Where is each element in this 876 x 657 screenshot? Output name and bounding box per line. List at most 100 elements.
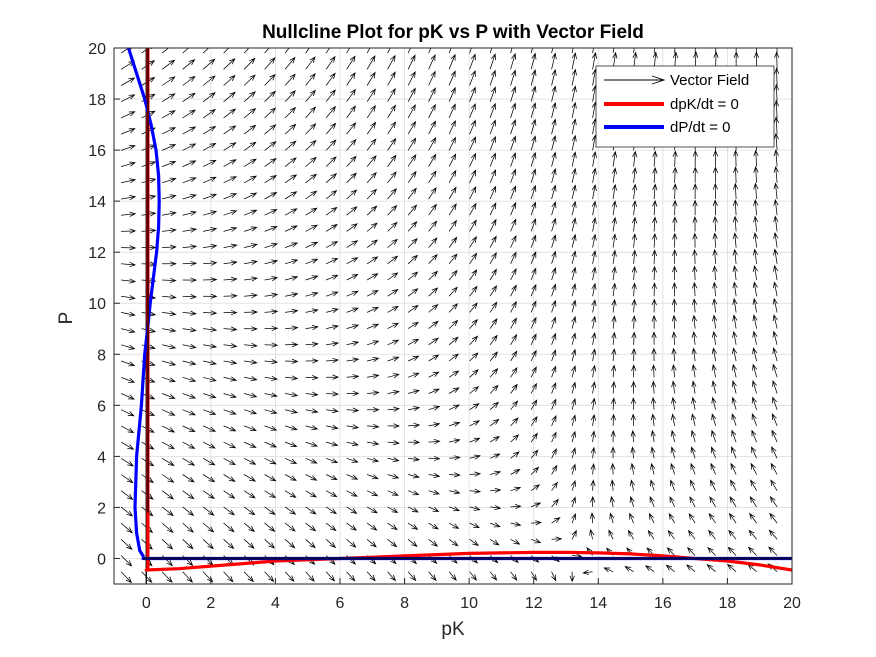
vector-arrow — [551, 217, 557, 232]
vector-arrow — [407, 490, 420, 496]
dp-nullcline-line — [126, 48, 161, 558]
vector-arrow — [650, 462, 656, 475]
vector-arrow — [591, 151, 597, 167]
vector-arrow — [711, 347, 717, 362]
vector-arrow — [571, 496, 576, 508]
vector-field — [120, 48, 780, 584]
vector-arrow — [530, 466, 540, 475]
vector-arrow — [244, 326, 258, 332]
vector-arrow — [182, 376, 197, 383]
vector-arrow — [428, 472, 441, 478]
vector-arrow — [690, 446, 696, 459]
vector-arrow — [366, 490, 379, 497]
vector-arrow — [707, 546, 716, 556]
vector-arrow — [120, 474, 134, 484]
vector-arrow — [449, 438, 461, 444]
vector-arrow — [530, 85, 537, 102]
vector-arrow — [489, 119, 496, 135]
vector-arrow — [710, 479, 716, 491]
vector-arrow — [325, 173, 338, 184]
vector-arrow — [631, 282, 637, 297]
vector-arrow — [387, 406, 401, 412]
vector-arrow — [428, 304, 439, 313]
vector-arrow — [769, 512, 778, 524]
vector-arrow — [469, 236, 477, 248]
vector-arrow — [551, 431, 557, 443]
vector-arrow — [182, 409, 196, 416]
vector-arrow — [691, 380, 697, 394]
vector-arrow — [469, 48, 472, 54]
vector-arrow — [753, 215, 759, 232]
vector-arrow — [551, 250, 557, 264]
vector-arrow — [489, 268, 497, 281]
vector-arrow — [387, 423, 401, 429]
vector-arrow — [284, 208, 298, 216]
vector-arrow — [346, 55, 356, 70]
vector-arrow — [672, 265, 678, 281]
vector-arrow — [428, 371, 440, 378]
vector-arrow — [571, 414, 577, 426]
vector-arrow — [120, 522, 133, 534]
vector-arrow — [305, 522, 317, 532]
vector-arrow — [264, 425, 278, 431]
vector-arrow — [732, 314, 738, 329]
vector-arrow — [408, 406, 421, 412]
vector-arrow — [162, 277, 177, 283]
vector-arrow — [530, 102, 537, 119]
vector-arrow — [346, 340, 360, 346]
vector-arrow — [325, 105, 337, 119]
vector-arrow — [346, 390, 360, 397]
vector-arrow — [510, 538, 521, 545]
vector-arrow — [692, 199, 698, 216]
vector-arrow — [162, 294, 177, 300]
vector-arrow — [651, 232, 658, 248]
vector-arrow — [772, 380, 778, 394]
vector-arrow — [182, 490, 195, 500]
vector-arrow — [448, 186, 457, 200]
vector-arrow — [631, 380, 637, 394]
vector-arrow — [632, 183, 638, 200]
vector-arrow — [428, 337, 440, 346]
vector-arrow — [469, 522, 481, 529]
vector-arrow — [551, 201, 557, 216]
vector-arrow — [589, 512, 595, 524]
vector-arrow — [264, 342, 279, 348]
vector-arrow — [773, 149, 779, 167]
vector-arrow — [243, 226, 258, 232]
vector-arrow — [711, 396, 717, 410]
vector-arrow — [366, 506, 378, 514]
vector-arrow — [305, 156, 317, 167]
vector-arrow — [305, 358, 319, 364]
vector-arrow — [687, 529, 696, 540]
vector-arrow — [325, 223, 338, 232]
vector-arrow — [611, 216, 617, 232]
vector-arrow — [610, 479, 616, 491]
vector-arrow — [428, 137, 437, 151]
vector-arrow — [243, 409, 258, 415]
vector-arrow — [387, 87, 396, 102]
vector-arrow — [571, 480, 576, 491]
vector-arrow — [428, 203, 437, 216]
vector-arrow — [366, 188, 378, 200]
vector-arrow — [571, 266, 577, 281]
vector-arrow — [671, 396, 677, 410]
vector-arrow — [244, 309, 259, 315]
vector-arrow — [243, 107, 257, 119]
vector-arrow — [161, 144, 177, 151]
vector-arrow — [305, 241, 319, 248]
vector-arrow — [510, 504, 522, 510]
vector-arrow — [161, 457, 175, 467]
vector-arrow — [691, 396, 697, 410]
vector-arrow — [747, 546, 757, 556]
vector-arrow — [428, 539, 439, 547]
vector-arrow — [387, 48, 391, 54]
vector-arrow — [243, 441, 257, 448]
vector-arrow — [756, 48, 757, 54]
vector-arrow — [305, 106, 317, 119]
vector-arrow — [223, 539, 235, 550]
vector-arrow — [243, 522, 255, 533]
vector-arrow — [469, 505, 481, 511]
vector-arrow — [407, 506, 419, 513]
vector-arrow — [489, 152, 496, 167]
vector-arrow — [120, 441, 135, 450]
